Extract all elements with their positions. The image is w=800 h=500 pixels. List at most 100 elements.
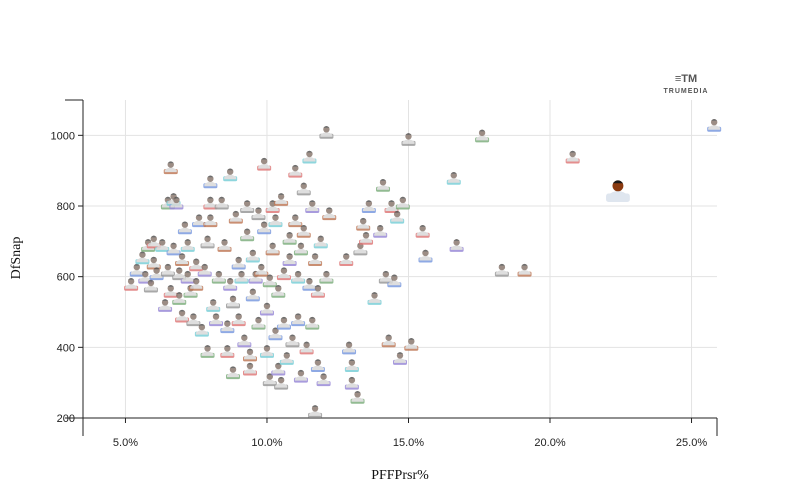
player-point[interactable] [189,277,204,291]
player-point[interactable] [401,133,416,146]
player-point[interactable] [390,210,405,224]
player-point[interactable] [367,292,382,305]
player-point[interactable] [220,345,235,358]
player-point[interactable] [254,263,269,277]
player-point[interactable] [203,214,218,228]
player-point[interactable] [302,277,317,291]
player-point[interactable] [361,200,376,213]
player-point[interactable] [180,239,195,252]
player-point[interactable] [322,207,337,221]
player-point[interactable] [316,373,331,387]
player-point[interactable] [339,253,354,266]
player-point[interactable] [344,359,359,372]
player-point[interactable] [404,338,419,351]
player-point[interactable] [163,161,178,175]
player-point[interactable] [175,253,190,266]
player-point[interactable] [189,258,204,272]
player-point[interactable] [418,249,433,263]
player-point[interactable] [211,270,226,284]
player-point[interactable] [282,232,297,245]
player-point[interactable] [285,334,300,348]
player-point[interactable] [279,352,294,365]
player-point[interactable] [129,263,144,277]
player-point[interactable] [259,345,274,358]
player-point[interactable] [200,345,215,358]
player-point[interactable] [393,352,407,365]
player-point[interactable] [276,267,291,281]
player-point[interactable] [175,309,190,323]
player-point[interactable] [220,320,235,334]
player-point[interactable] [293,369,308,383]
player-point[interactable] [517,263,532,277]
player-point[interactable] [231,256,246,270]
player-point[interactable] [240,200,255,213]
player-point[interactable] [350,391,365,404]
player-point[interactable] [293,242,308,256]
player-point[interactable] [288,214,303,228]
player-point[interactable] [288,164,303,178]
player-point[interactable] [257,157,272,171]
player-point[interactable] [194,323,209,337]
player-point[interactable] [172,292,187,305]
player-point[interactable] [381,334,396,348]
player-point[interactable] [245,288,260,302]
player-point[interactable] [296,224,311,238]
player-point[interactable] [203,196,218,210]
player-point[interactable] [449,239,464,252]
player-point[interactable] [226,366,241,380]
player-point[interactable] [319,126,334,139]
player-point[interactable] [276,316,291,330]
player-point[interactable] [565,150,580,164]
player-point[interactable] [169,196,184,210]
player-point[interactable] [135,251,150,265]
player-point[interactable] [308,405,323,418]
player-point[interactable] [274,193,289,206]
player-point[interactable] [268,214,283,228]
player-point[interactable] [226,295,241,309]
player-point[interactable] [310,359,325,372]
player-point[interactable] [308,253,323,266]
player-point[interactable] [257,221,272,235]
player-point[interactable] [197,263,212,277]
player-point[interactable] [237,334,252,348]
player-point[interactable] [387,274,402,288]
player-point[interactable] [265,242,280,256]
player-point[interactable] [475,129,490,143]
player-point[interactable] [359,232,374,245]
player-point[interactable] [342,341,357,355]
player-point[interactable] [163,285,178,298]
player-point[interactable] [446,171,461,185]
player-point[interactable] [143,279,158,293]
player-point[interactable] [262,373,277,387]
player-point[interactable] [376,179,391,192]
player-point[interactable] [319,270,334,284]
player-point[interactable] [231,313,246,327]
player-point[interactable] [214,196,229,210]
player-point[interactable] [166,242,181,256]
player-point[interactable] [124,277,139,291]
player-point[interactable] [268,327,283,341]
player-point[interactable] [203,175,218,189]
player-point[interactable] [217,239,232,252]
player-point[interactable] [155,239,170,252]
player-point[interactable] [240,228,255,242]
player-point[interactable] [223,168,238,182]
player-point[interactable] [186,313,201,327]
player-point[interactable] [146,235,161,249]
player-point[interactable] [158,299,173,312]
player-point[interactable] [344,376,359,390]
player-point[interactable] [234,270,249,284]
highlighted-player-point[interactable] [606,180,630,202]
player-point[interactable] [160,263,175,277]
player-point[interactable] [291,313,306,327]
player-point[interactable] [310,285,325,298]
player-point[interactable] [356,217,371,231]
player-point[interactable] [313,235,328,249]
player-point[interactable] [251,207,266,221]
player-point[interactable] [259,302,274,316]
player-point[interactable] [271,285,286,298]
player-point[interactable] [707,118,722,132]
player-point[interactable] [242,362,257,376]
player-point[interactable] [291,270,306,284]
player-point[interactable] [177,221,192,235]
